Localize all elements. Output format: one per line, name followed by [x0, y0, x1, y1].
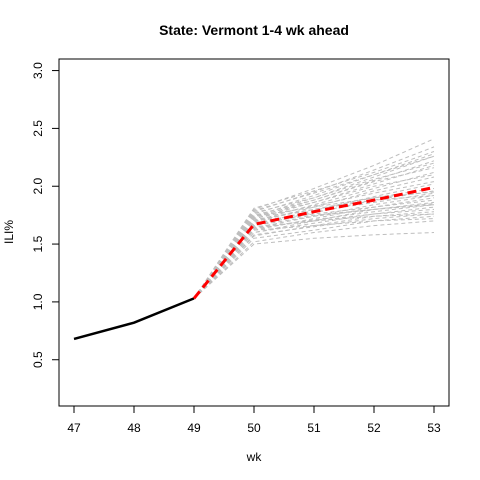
forecast-sample-line	[193, 160, 435, 299]
forecast-sample-line	[193, 211, 435, 299]
x-tick-label: 51	[307, 421, 321, 435]
forecast-sample-line	[193, 204, 435, 299]
y-axis-label: ILI%	[2, 220, 16, 244]
x-tick-label: 52	[367, 421, 381, 435]
y-axis: 0.5 1.0 1.5 2.0 2.5 3.0	[31, 62, 60, 368]
y-tick-label: 2.0	[31, 178, 45, 195]
forecast-sample-line	[193, 151, 435, 299]
forecast-mean-line	[192, 185, 435, 300]
x-tick-label: 53	[427, 421, 441, 435]
x-tick-label: 47	[67, 421, 81, 435]
forecast-sample-line	[193, 206, 435, 299]
x-axis-label: wk	[246, 450, 263, 464]
forecast-sample-line	[193, 201, 435, 299]
forecast-sample-line	[193, 146, 435, 299]
main-lines-group	[73, 185, 435, 341]
chart-title: State: Vermont 1-4 wk ahead	[159, 22, 349, 38]
forecast-sample-line	[193, 197, 435, 299]
y-tick-label: 3.0	[31, 62, 45, 79]
x-axis: 47 48 49 50 51 52 53	[67, 405, 441, 435]
x-tick-label: 48	[127, 421, 141, 435]
plot-frame	[58, 58, 450, 407]
forecast-sample-line	[193, 162, 435, 299]
y-tick-label: 1.0	[31, 293, 45, 310]
forecast-sample-line	[193, 199, 435, 299]
forecast-sample-line	[193, 155, 435, 299]
forecast-sample-line	[193, 174, 435, 299]
forecast-sample-line	[193, 213, 435, 299]
y-tick-label: 2.5	[31, 120, 45, 137]
forecast-samples-group	[193, 138, 435, 299]
forecast-sample-line	[193, 220, 435, 299]
forecast-sample-line	[193, 138, 435, 299]
x-tick-label: 49	[187, 421, 201, 435]
observed-line	[73, 297, 195, 341]
forecast-sample-line	[193, 218, 435, 299]
y-tick-label: 0.5	[31, 351, 45, 368]
forecast-sample-line	[193, 191, 435, 299]
forecast-sample-line	[193, 181, 435, 299]
forecast-sample-line	[193, 213, 435, 299]
forecast-sample-line	[193, 167, 435, 299]
forecast-sample-line	[193, 155, 435, 299]
x-tick-label: 50	[247, 421, 261, 435]
forecast-sample-line	[193, 208, 435, 299]
forecast-sample-line	[193, 215, 435, 299]
y-tick-label: 1.5	[31, 235, 45, 252]
forecast-sample-line	[193, 232, 435, 299]
